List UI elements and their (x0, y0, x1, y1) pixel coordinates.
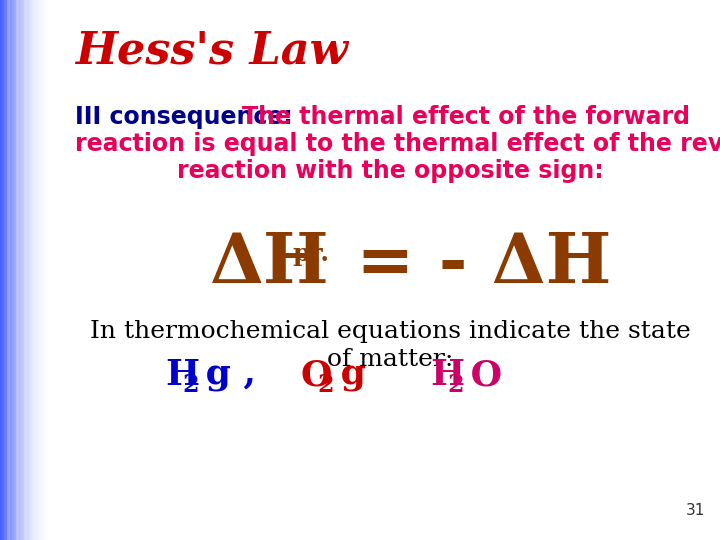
Bar (14, 0, 15, 540)
Text: reaction is equal to the thermal effect of the reverse: reaction is equal to the thermal effect … (75, 132, 720, 156)
Bar (2, 0, 3, 540)
Bar (28, 0, 30, 540)
Bar (32, 0, 33, 540)
Bar (19, 0, 20, 540)
Text: In thermochemical equations indicate the state: In thermochemical equations indicate the… (89, 320, 690, 343)
Bar (43, 0, 44, 540)
Bar (36, 0, 37, 540)
Bar (4, 0, 5, 540)
Bar (33, 0, 34, 540)
Bar (49, 0, 50, 540)
Bar (54, 0, 55, 540)
Bar (52, 0, 53, 540)
Text: g ,: g , (193, 359, 256, 393)
Bar (9, 0, 10, 540)
Text: H: H (430, 358, 464, 392)
Text: ΔH: ΔH (210, 230, 330, 297)
Bar (34, 0, 35, 540)
Bar (48, 0, 49, 540)
Bar (3, 0, 4, 540)
Bar (57, 0, 58, 540)
Bar (7, 0, 10, 540)
Text: H: H (165, 358, 199, 392)
Bar (27, 0, 28, 540)
Text: The thermal effect of the forward: The thermal effect of the forward (242, 105, 690, 129)
Bar (47, 0, 48, 540)
Bar (20, 0, 21, 540)
Bar (22, 0, 23, 540)
Text: of matter:: of matter: (327, 348, 453, 371)
Text: III consequence:: III consequence: (75, 105, 301, 129)
Bar (24, 0, 25, 540)
Bar (7, 0, 8, 540)
Bar (53, 0, 54, 540)
Bar (45, 0, 46, 540)
Text: O: O (458, 358, 503, 392)
Bar (5, 0, 6, 540)
Text: 2: 2 (318, 373, 334, 397)
Bar (33, 0, 36, 540)
Text: 2: 2 (448, 373, 464, 397)
Bar (16, 0, 17, 540)
Text: g: g (328, 359, 366, 393)
Bar (18, 0, 19, 540)
Bar (25, 0, 26, 540)
Bar (55, 0, 56, 540)
Text: reaction with the opposite sign:: reaction with the opposite sign: (176, 159, 603, 183)
Bar (11, 0, 12, 540)
Bar (12, 0, 13, 540)
Bar (10, 0, 11, 540)
Bar (16, 0, 19, 540)
Bar (40, 0, 41, 540)
Bar (51, 0, 52, 540)
Text: = - ΔH: = - ΔH (332, 230, 611, 297)
Bar (37, 0, 38, 540)
Bar (26, 0, 27, 540)
Text: 2: 2 (183, 373, 199, 397)
Text: 31: 31 (685, 503, 705, 518)
Bar (50, 0, 51, 540)
Bar (42, 0, 43, 540)
Bar (56, 0, 57, 540)
Bar (24, 0, 27, 540)
Bar (17, 0, 18, 540)
Bar (30, 0, 31, 540)
Bar (38, 0, 39, 540)
Bar (15, 0, 16, 540)
Bar (41, 0, 42, 540)
Bar (21, 0, 22, 540)
Bar (31, 0, 32, 540)
Text: O: O (300, 358, 331, 392)
Bar (44, 0, 45, 540)
Bar (8, 0, 9, 540)
Bar (23, 0, 24, 540)
Bar (0, 0, 1, 540)
Bar (1, 0, 2, 540)
Text: pr.: pr. (292, 242, 329, 266)
Bar (6, 0, 7, 540)
Bar (39, 0, 40, 540)
Bar (13, 0, 14, 540)
Bar (46, 0, 47, 540)
Text: Hess's Law: Hess's Law (75, 30, 348, 73)
Bar (35, 0, 36, 540)
